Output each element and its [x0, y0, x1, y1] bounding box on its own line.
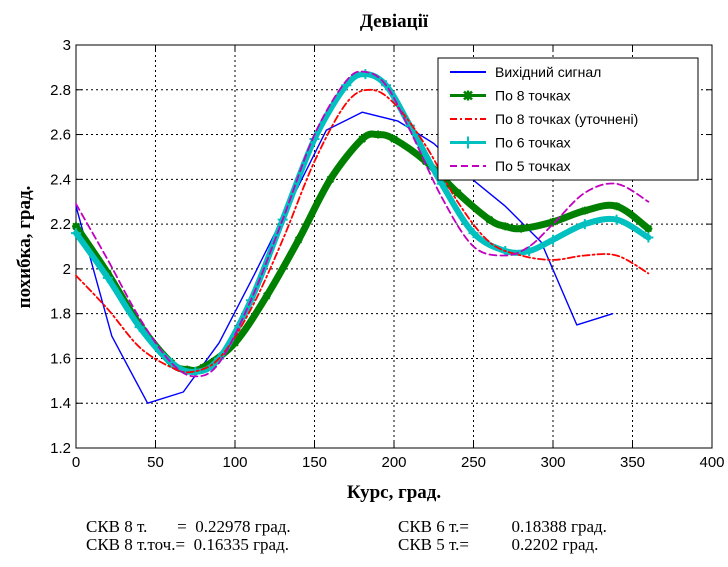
series-4-point	[524, 245, 535, 256]
x-tick-label: 100	[222, 454, 247, 471]
series-3-line	[75, 88, 650, 374]
series-4-point	[468, 228, 479, 239]
series-2-point	[517, 224, 526, 233]
x-tick-label: 0	[72, 454, 80, 471]
y-tick-label: 1.4	[50, 395, 71, 412]
y-tick-label: 3	[63, 37, 71, 54]
series-5-line	[75, 70, 650, 378]
series-2-point	[580, 206, 589, 215]
x-tick-label: 200	[381, 454, 406, 471]
series-2-point	[549, 217, 557, 226]
y-tick-label: 1.6	[50, 350, 71, 367]
legend: Вихідний сигнал По 8 точках По 8 точках (у…	[437, 57, 699, 181]
x-axis-label: Курс, град.	[347, 482, 441, 503]
series-layer	[71, 69, 654, 404]
series-4-point	[102, 272, 113, 283]
series-4-point	[643, 232, 654, 243]
y-tick-label: 2.4	[50, 171, 71, 188]
axes: 0 50 100 150 200 250 300 350 400 1.2 1.4 1.6 1.8 2 2.2…	[50, 37, 724, 471]
axes-frame	[75, 44, 713, 449]
legend-label-1: Вихідний сигнал	[495, 64, 601, 80]
legend-marker-2	[463, 90, 473, 101]
series-2-point	[453, 188, 462, 197]
series-2-point	[644, 224, 653, 233]
series-2-point	[358, 135, 367, 144]
series-4-point	[134, 322, 145, 333]
stats-row1-right: СКВ 6 т.= 0.18388 град.	[398, 517, 607, 536]
series-2-point	[199, 363, 208, 372]
series-2-point	[231, 338, 239, 347]
series-4-point	[611, 214, 622, 225]
series-2-point	[72, 222, 80, 231]
x-tick-label: 150	[302, 454, 327, 471]
y-tick-label: 1.2	[50, 440, 71, 457]
series-4-point	[71, 228, 81, 239]
y-tick-label: 2	[63, 261, 71, 278]
series-4-point	[579, 219, 590, 230]
stats-row2-right: СКВ 5 т.= 0.2202 град.	[398, 535, 599, 554]
x-tick-label: 350	[620, 454, 645, 471]
x-tick-label: 300	[540, 454, 565, 471]
stats-row1-left: СКВ 8 т. = 0.22978 град.	[86, 517, 291, 536]
x-tick-label: 50	[147, 454, 164, 471]
series-2-point	[485, 215, 494, 224]
legend-label-2: По 8 точках	[495, 88, 571, 104]
y-tick-label: 2.2	[50, 216, 71, 233]
series-4-point	[548, 234, 558, 245]
series-2-point	[374, 130, 383, 139]
series-2-point	[262, 291, 271, 300]
x-tick-label: 250	[461, 454, 486, 471]
series-4-point	[360, 69, 371, 80]
legend-label-5: По 5 точках	[495, 158, 571, 174]
series-2-point	[390, 135, 398, 144]
series-2-point	[612, 202, 621, 211]
series-2-point	[501, 222, 510, 231]
chart-title: Девіації	[360, 11, 429, 32]
series-1-line	[75, 111, 614, 404]
series-2-point	[421, 157, 430, 166]
y-tick-label: 2.8	[50, 82, 71, 99]
legend-marker-4	[462, 136, 474, 149]
series-4-point	[166, 357, 177, 368]
series-2-point	[294, 235, 303, 244]
y-tick-label: 2.6	[50, 127, 71, 144]
stats-row2-left: СКВ 8 т.точ.= 0.16335 град.	[86, 535, 289, 554]
legend-label-4: По 6 точках	[495, 135, 571, 151]
x-tick-label: 400	[699, 454, 724, 471]
y-tick-label: 1.8	[50, 306, 71, 323]
y-axis-label: похибка, град.	[14, 186, 35, 309]
legend-label-3: По 8 точках (уточнені)	[495, 111, 638, 127]
series-2-point	[326, 175, 335, 184]
